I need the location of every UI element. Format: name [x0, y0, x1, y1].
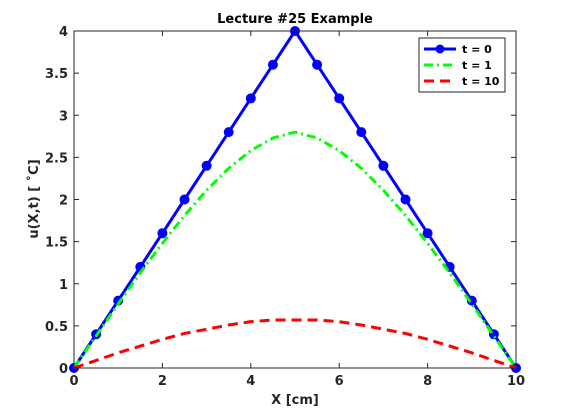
legend-label-2: t = 10 [462, 75, 500, 88]
chart-title: Lecture #25 Example [217, 12, 373, 27]
y-tick-label: 2 [59, 194, 68, 209]
series-0-point [179, 194, 190, 205]
x-tick-label: 0 [69, 374, 78, 389]
series-0-point [157, 228, 168, 239]
y-axis-label: u(X,t) [ ˚C] [26, 159, 42, 238]
series-line-2 [73, 318, 517, 370]
x-tick-label: 8 [423, 374, 432, 389]
series-0-point [334, 93, 345, 104]
legend-label-0: t = 0 [462, 43, 492, 56]
y-tick-label: 2.5 [45, 151, 68, 166]
series-0-point [356, 127, 367, 138]
x-tick-label: 10 [507, 374, 525, 389]
series-0-point [267, 59, 278, 70]
y-tick-label: 4 [59, 25, 68, 40]
legend-label-1: t = 1 [462, 59, 492, 72]
legend: t = 0 t = 1 t = 10 [418, 37, 506, 93]
series-0-point [245, 93, 256, 104]
y-tick-label: 3.5 [45, 67, 68, 82]
y-tick-label: 0 [59, 362, 68, 377]
legend-marker-0 [435, 44, 445, 54]
x-axis-label: X [cm] [271, 393, 319, 408]
series-0-point [312, 59, 323, 70]
y-tick-label: 1.5 [45, 236, 68, 251]
series-0-point [223, 127, 234, 138]
x-tick-label: 4 [246, 374, 255, 389]
series-line-1 [72, 130, 518, 369]
series-0-point [378, 160, 389, 171]
legend-box [418, 37, 506, 93]
x-tick-label: 2 [158, 374, 167, 389]
series-0-point [422, 228, 433, 239]
ticks-layer: 0 2 4 6 8 10 0 0.5 1 1.5 2 2.5 3 3.5 4 [45, 25, 525, 389]
series-0-point [400, 194, 411, 205]
y-tick-label: 0.5 [45, 320, 68, 335]
series-0-point [201, 160, 212, 171]
x-tick-label: 6 [335, 374, 344, 389]
y-tick-label: 3 [59, 109, 68, 124]
y-tick-label: 1 [59, 278, 68, 293]
